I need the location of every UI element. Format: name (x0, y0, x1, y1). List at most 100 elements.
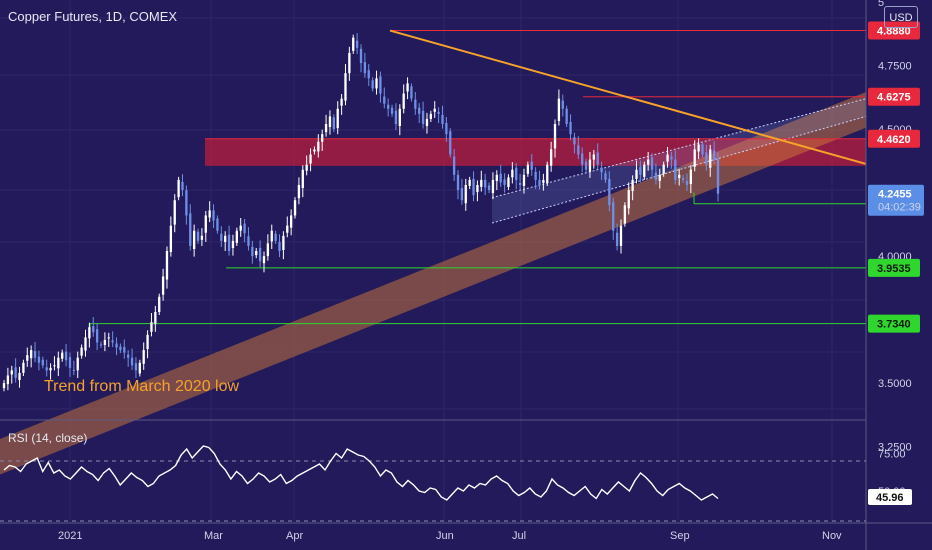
candle-body (561, 100, 564, 109)
candle-body (185, 190, 188, 216)
price-tag-support: 3.7340 (877, 319, 911, 331)
candle-body (243, 223, 246, 234)
candle-body (6, 375, 10, 385)
candle-body (712, 150, 716, 160)
candle-body (456, 174, 460, 191)
candle-body (511, 169, 514, 178)
candle-body (92, 326, 95, 333)
candle-body (328, 116, 332, 128)
candle-body (18, 372, 21, 381)
candle-body (410, 86, 413, 99)
candle-body (612, 202, 615, 231)
currency-button[interactable]: USD (884, 6, 918, 28)
candle-body (359, 48, 363, 64)
candle-body (26, 355, 29, 361)
candle-body (317, 141, 320, 152)
price-labels: 4.88804.62754.46204.20603.95353.73404.24… (868, 21, 924, 333)
price-tick-label: 4.7500 (878, 61, 912, 73)
candle-body (608, 178, 611, 206)
candle-body (251, 246, 254, 257)
candle-body (449, 131, 452, 155)
chart-title: Copper Futures, 1D, COMEX (8, 9, 178, 24)
candle-body (460, 188, 464, 201)
candles (2, 33, 720, 392)
candle-body (662, 164, 665, 174)
candle-body (445, 123, 448, 135)
time-axis[interactable]: 2021 Mar Apr Jun Jul Sep Nov (58, 530, 842, 542)
candle-body (546, 164, 549, 183)
candle-body (549, 149, 553, 166)
candle-body (173, 200, 176, 225)
candle-body (103, 339, 107, 345)
candle-body (37, 356, 41, 363)
candle-body (386, 104, 390, 109)
wedge-upper-line (491, 98, 867, 199)
candle-body (111, 340, 114, 343)
resistance-trendline[interactable] (389, 29, 867, 165)
candle-body (697, 144, 700, 152)
candle-body (227, 234, 231, 252)
candle-body (402, 93, 405, 109)
candle-body (189, 213, 192, 246)
price-tag-resistance: 4.4620 (877, 134, 911, 146)
candle-body (515, 167, 518, 180)
candle-body (429, 113, 433, 119)
candle-body (650, 157, 654, 170)
bar-countdown: 04:02:39 (878, 202, 921, 214)
candle-body (344, 73, 347, 101)
candle-body (2, 383, 6, 389)
candle-body (592, 154, 595, 160)
candle-body (406, 83, 409, 92)
candle-body (464, 184, 467, 204)
current-price: 4.2455 (878, 189, 912, 201)
candle-body (239, 225, 242, 231)
candle-body (367, 70, 370, 79)
candle-body (53, 365, 56, 367)
candle-body (522, 174, 526, 186)
candle-body (600, 167, 603, 173)
candle-body (247, 236, 250, 246)
candle-body (693, 149, 696, 167)
candle-body (49, 367, 52, 371)
candle-body (107, 337, 110, 339)
candle-body (293, 200, 297, 216)
candle-body (542, 179, 545, 183)
candle-body (472, 178, 475, 196)
candle-body (196, 231, 200, 241)
candle-body (134, 363, 138, 371)
candle-body (383, 96, 386, 104)
candle-body (685, 180, 689, 185)
candle-body (45, 367, 48, 371)
candle-body (681, 177, 685, 180)
candle-body (68, 357, 72, 368)
candle-body (255, 251, 258, 256)
candle-body (80, 347, 83, 356)
candle-body (150, 322, 153, 332)
candle-body (57, 357, 60, 369)
candle-body (216, 218, 219, 231)
candle-body (530, 161, 533, 170)
candle-body (646, 159, 650, 165)
candle-body (262, 256, 266, 264)
candle-body (604, 173, 607, 180)
candle-body (468, 179, 471, 186)
time-tick-label: Mar (204, 530, 223, 542)
candle-body (84, 337, 87, 351)
candle-body (581, 153, 584, 165)
candle-body (146, 334, 149, 350)
candle-body (138, 362, 141, 374)
candle-body (441, 114, 444, 125)
price-tag-resistance-bg (868, 21, 920, 40)
candle-body (476, 184, 479, 193)
candle-body (352, 37, 355, 51)
candle-body (200, 235, 204, 240)
candle-body (324, 124, 328, 133)
candle-body (224, 235, 227, 242)
candle-body (573, 137, 576, 145)
candle-body (169, 225, 173, 253)
candle-body (286, 225, 289, 233)
price-tag-resistance: 4.6275 (877, 92, 911, 104)
candle-body (258, 247, 262, 262)
price-tag-resistance-bg (868, 129, 920, 148)
